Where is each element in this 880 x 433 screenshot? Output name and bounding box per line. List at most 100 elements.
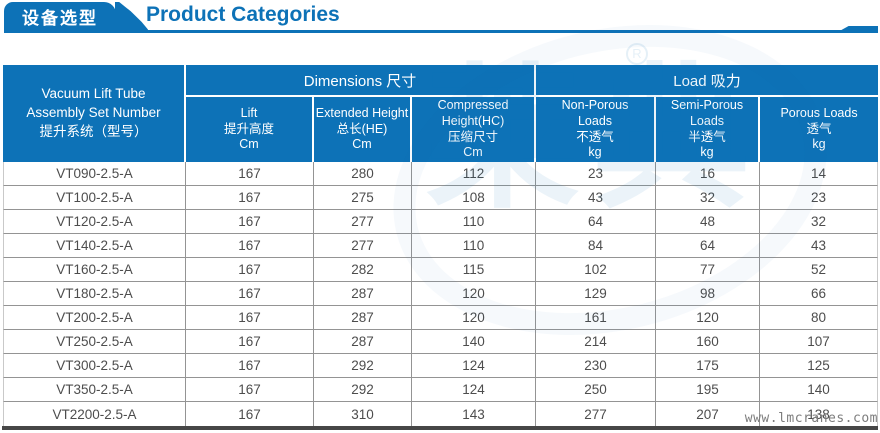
value-cell: 167 bbox=[186, 354, 314, 378]
group-header-load: Load 吸力 bbox=[536, 65, 879, 97]
table-row: VT160-2.5-A 167 282 115 102 77 52 bbox=[3, 258, 879, 282]
value-cell: 167 bbox=[186, 186, 314, 210]
value-cell: 84 bbox=[536, 234, 657, 258]
value-cell: 140 bbox=[412, 330, 537, 354]
model-cell: VT100-2.5-A bbox=[3, 186, 186, 210]
value-cell: 66 bbox=[760, 282, 879, 306]
col-header-extended-height: Extended Height 总长(HE) Cm bbox=[314, 97, 412, 162]
value-cell: 32 bbox=[760, 210, 879, 234]
value-cell: 64 bbox=[656, 234, 761, 258]
table-row: VT300-2.5-A 167 292 124 230 175 125 bbox=[3, 354, 879, 378]
value-cell: 124 bbox=[412, 378, 537, 402]
table-row: VT120-2.5-A 167 277 110 64 48 32 bbox=[3, 210, 879, 234]
value-cell: 108 bbox=[412, 186, 537, 210]
page-title: Product Categories bbox=[146, 3, 340, 26]
value-cell: 167 bbox=[186, 330, 314, 354]
value-cell: 23 bbox=[536, 162, 657, 186]
value-cell: 167 bbox=[186, 234, 314, 258]
value-cell: 167 bbox=[186, 402, 314, 426]
value-cell: 277 bbox=[536, 402, 657, 426]
col-header-compressed-height: Compressed Height(HC) 压缩尺寸 Cm bbox=[412, 97, 537, 162]
value-cell: 287 bbox=[314, 330, 412, 354]
model-cell: VT090-2.5-A bbox=[3, 162, 186, 186]
col-header-porous-loads: Porous Loads 透气 kg bbox=[760, 97, 879, 162]
value-cell: 175 bbox=[656, 354, 761, 378]
value-cell: 125 bbox=[760, 354, 879, 378]
value-cell: 43 bbox=[760, 234, 879, 258]
value-cell: 16 bbox=[656, 162, 761, 186]
value-cell: 115 bbox=[412, 258, 537, 282]
value-cell: 167 bbox=[186, 306, 314, 330]
value-cell: 80 bbox=[760, 306, 879, 330]
registered-trademark-icon: R bbox=[626, 43, 648, 65]
model-cell: VT2200-2.5-A bbox=[3, 402, 186, 426]
value-cell: 43 bbox=[536, 186, 657, 210]
model-cell: VT300-2.5-A bbox=[3, 354, 186, 378]
value-cell: 110 bbox=[412, 210, 537, 234]
model-cell: VT160-2.5-A bbox=[3, 258, 186, 282]
model-cell: VT250-2.5-A bbox=[3, 330, 186, 354]
value-cell: 102 bbox=[536, 258, 657, 282]
value-cell: 214 bbox=[536, 330, 657, 354]
value-cell: 52 bbox=[760, 258, 879, 282]
table-row: VT100-2.5-A 167 275 108 43 32 23 bbox=[3, 186, 879, 210]
value-cell: 282 bbox=[314, 258, 412, 282]
table-row: VT090-2.5-A 167 280 112 23 16 14 bbox=[3, 162, 879, 186]
value-cell: 167 bbox=[186, 162, 314, 186]
value-cell: 140 bbox=[760, 378, 879, 402]
section-tab-label: 设备选型 bbox=[22, 9, 98, 28]
value-cell: 292 bbox=[314, 354, 412, 378]
banner-endcap-decoration bbox=[836, 26, 878, 33]
model-cell: VT120-2.5-A bbox=[3, 210, 186, 234]
value-cell: 167 bbox=[186, 282, 314, 306]
value-cell: 107 bbox=[760, 330, 879, 354]
value-cell: 138 bbox=[760, 402, 879, 426]
value-cell: 143 bbox=[412, 402, 537, 426]
watermark-site-text: www.lmcranes.com bbox=[744, 411, 878, 426]
value-cell: 112 bbox=[412, 162, 537, 186]
value-cell: 64 bbox=[536, 210, 657, 234]
table-row: VT180-2.5-A 167 287 120 129 98 66 bbox=[3, 282, 879, 306]
value-cell: 277 bbox=[314, 234, 412, 258]
value-cell: 167 bbox=[186, 258, 314, 282]
value-cell: 195 bbox=[656, 378, 761, 402]
model-cell: VT180-2.5-A bbox=[3, 282, 186, 306]
value-cell: 167 bbox=[186, 378, 314, 402]
value-cell: 110 bbox=[412, 234, 537, 258]
value-cell: 14 bbox=[760, 162, 879, 186]
value-cell: 129 bbox=[536, 282, 657, 306]
table-bottom-rule bbox=[2, 426, 878, 430]
value-cell: 23 bbox=[760, 186, 879, 210]
value-cell: 287 bbox=[314, 306, 412, 330]
table-row: VT200-2.5-A 167 287 120 161 120 80 bbox=[3, 306, 879, 330]
value-cell: 161 bbox=[536, 306, 657, 330]
col-header-semi-porous-loads: Semi-Porous Loads 半透气 kg bbox=[656, 97, 761, 162]
value-cell: 48 bbox=[656, 210, 761, 234]
table-row: VT140-2.5-A 167 277 110 84 64 43 bbox=[3, 234, 879, 258]
value-cell: 275 bbox=[314, 186, 412, 210]
value-cell: 230 bbox=[536, 354, 657, 378]
banner-underline bbox=[4, 30, 878, 33]
value-cell: 292 bbox=[314, 378, 412, 402]
value-cell: 277 bbox=[314, 210, 412, 234]
model-cell: VT200-2.5-A bbox=[3, 306, 186, 330]
model-cell: VT140-2.5-A bbox=[3, 234, 186, 258]
tab-curve-decoration bbox=[115, 2, 150, 33]
col-header-assembly-set-number: Vacuum Lift Tube Assembly Set Number 提升系统（… bbox=[3, 65, 186, 162]
col-header-lift: Lift 提升高度 Cm bbox=[186, 97, 314, 162]
value-cell: 207 bbox=[656, 402, 761, 426]
col-header-non-porous-loads: Non-Porous Loads 不透气 kg bbox=[536, 97, 657, 162]
section-tab: 设备选型 bbox=[4, 2, 116, 31]
value-cell: 250 bbox=[536, 378, 657, 402]
table-row: VT350-2.5-A 167 292 124 250 195 140 bbox=[3, 378, 879, 402]
value-cell: 287 bbox=[314, 282, 412, 306]
model-cell: VT350-2.5-A bbox=[3, 378, 186, 402]
value-cell: 167 bbox=[186, 210, 314, 234]
value-cell: 120 bbox=[412, 306, 537, 330]
value-cell: 310 bbox=[314, 402, 412, 426]
value-cell: 77 bbox=[656, 258, 761, 282]
value-cell: 124 bbox=[412, 354, 537, 378]
value-cell: 120 bbox=[656, 306, 761, 330]
value-cell: 120 bbox=[412, 282, 537, 306]
